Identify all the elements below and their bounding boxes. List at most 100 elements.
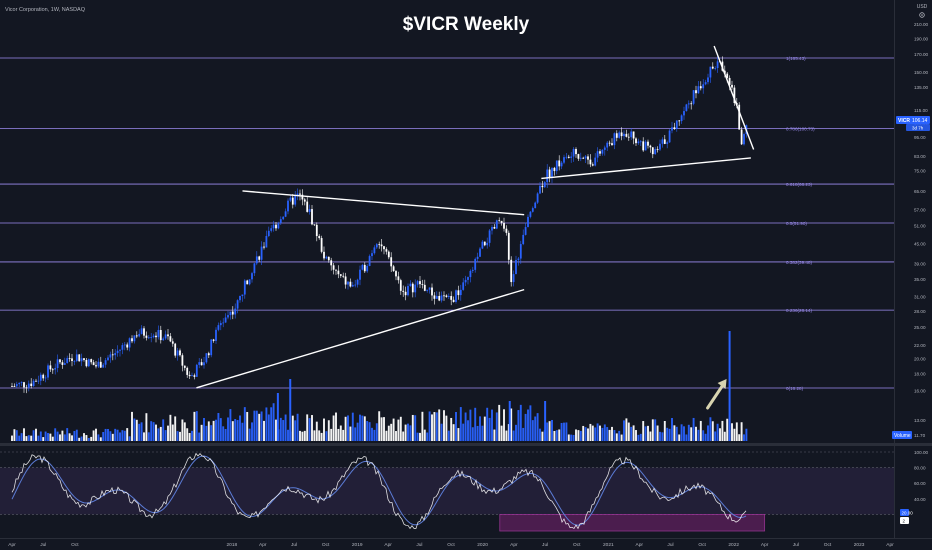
volume-bar: [183, 422, 186, 441]
candle-body: [318, 236, 321, 239]
candle-body: [59, 359, 61, 363]
volume-bar: [205, 425, 208, 441]
candle-body: [289, 197, 292, 201]
stoch-k-badge: [900, 509, 909, 516]
candle-body: [291, 197, 294, 205]
volume-bar: [366, 421, 369, 441]
candle-body: [711, 66, 714, 69]
volume-bar: [512, 430, 515, 441]
volume-bar: [529, 405, 532, 441]
volume-bar: [375, 423, 378, 441]
volume-bar: [215, 419, 217, 441]
candle-body: [121, 345, 124, 350]
volume-bar: [635, 430, 637, 441]
volume-bar: [707, 425, 709, 441]
time-axis-tick: Jul: [542, 542, 548, 548]
volume-bar: [23, 428, 25, 441]
trendlines[interactable]: [196, 45, 755, 410]
volume-bar: [248, 428, 251, 441]
price-axis-tick: 18.00: [914, 372, 926, 377]
candle-body: [716, 61, 719, 69]
volume-bar: [740, 422, 743, 441]
volume-bar: [483, 416, 486, 441]
volume-bar: [354, 427, 357, 441]
candle-body: [239, 296, 241, 301]
candle-body: [349, 281, 352, 287]
volume-bar: [618, 430, 621, 441]
volume-bar: [241, 422, 244, 441]
candle-body: [743, 134, 745, 145]
volume-bar: [553, 430, 556, 441]
volume-bar: [606, 427, 609, 441]
candle-body: [423, 284, 426, 291]
volume-bar: [611, 426, 613, 441]
trendline[interactable]: [242, 190, 525, 216]
volume-bar: [59, 434, 61, 441]
volume-bar: [671, 417, 673, 441]
time-axis-border: [0, 538, 932, 539]
currency-label[interactable]: USD: [917, 4, 928, 10]
volume-bar: [443, 410, 445, 441]
price-axis-tick: 22.00: [914, 343, 926, 348]
volume-bar: [128, 436, 131, 441]
volume-bar: [39, 431, 42, 441]
candle-body: [111, 354, 114, 356]
candle-body: [210, 339, 213, 356]
time-axis-tick: 2018: [227, 542, 238, 548]
candle-body: [474, 258, 477, 270]
volume-bar: [495, 412, 498, 441]
candle-body: [659, 143, 661, 150]
trendline[interactable]: [713, 45, 755, 150]
volume-bar: [323, 418, 325, 441]
candle-body: [23, 382, 25, 388]
volume-bar: [104, 428, 107, 441]
candle-body: [551, 167, 553, 178]
volume-bar: [135, 419, 138, 441]
price-badge-symbol: VICR: [898, 118, 910, 124]
volume-bar: [627, 422, 630, 441]
candle-body: [95, 365, 97, 367]
stoch-highlight-box[interactable]: [499, 514, 766, 532]
candle-body: [433, 295, 436, 299]
volume-bar: [344, 416, 347, 441]
candle-body: [395, 271, 397, 277]
arrow-shaft[interactable]: [706, 382, 726, 410]
candle-body: [587, 156, 589, 160]
volume-bar: [615, 433, 618, 441]
candle-body: [678, 120, 681, 122]
volume-bar: [519, 404, 522, 441]
candle-body: [85, 359, 88, 367]
candle-body: [675, 120, 678, 129]
volume-bar: [318, 430, 321, 441]
candle-body: [344, 276, 347, 285]
symbol-line[interactable]: Vicor Corporation, 1W, NASDAQ: [5, 7, 86, 13]
time-axis-tick: Oct: [573, 542, 581, 548]
volume-bar: [351, 412, 354, 441]
trendline[interactable]: [541, 157, 751, 180]
candle-body: [654, 149, 657, 155]
volume-bar: [109, 431, 112, 441]
volume-bar: [179, 431, 181, 441]
candle-body: [649, 145, 652, 148]
volume-bar: [378, 411, 381, 441]
volume-bar: [181, 419, 184, 441]
candle-body: [123, 344, 126, 346]
candle-body: [510, 259, 513, 283]
candle-body: [13, 386, 16, 387]
candle-body: [668, 130, 671, 143]
volume-bar: [531, 420, 534, 441]
candle-body: [399, 280, 402, 291]
price-axis-tick: 57.00: [914, 208, 926, 213]
settings-icon[interactable]: [919, 12, 925, 18]
volume-bar: [308, 418, 311, 441]
volume-bar: [119, 432, 121, 441]
trendline[interactable]: [196, 288, 525, 389]
volume-bar: [361, 415, 364, 441]
candle-body: [20, 382, 23, 383]
candle-body: [462, 282, 465, 290]
panel-separator[interactable]: [0, 443, 932, 446]
volume-bar: [229, 409, 232, 441]
candle-body: [255, 256, 258, 264]
